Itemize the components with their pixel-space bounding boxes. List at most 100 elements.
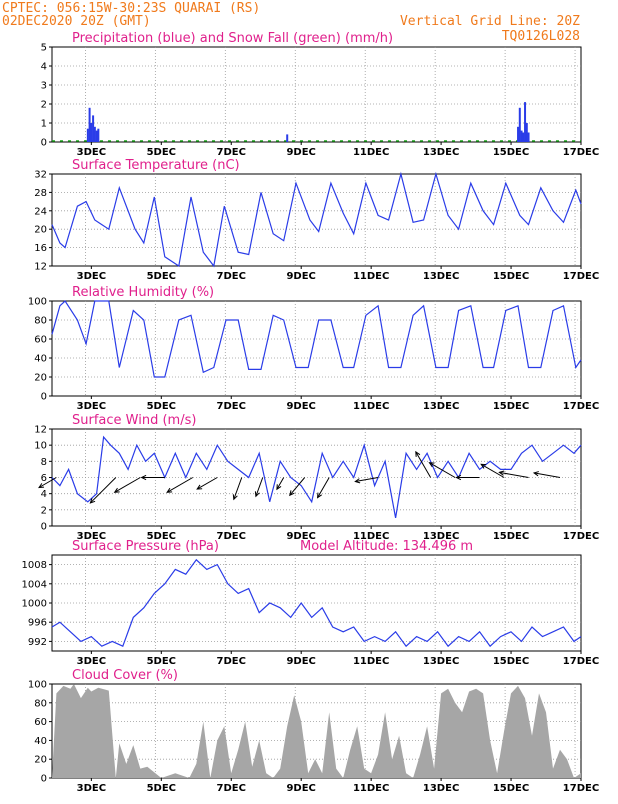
temperature-panel: 12 16 20 24 28 32 3DEC 5DEC 7DEC 9DEC 11DEC 13DEC 15… <box>34 158 599 282</box>
wind-arrow-head <box>113 487 120 493</box>
wind-arrow <box>317 477 330 499</box>
cloud-ytick: 100 <box>28 680 47 691</box>
temperature-xtick: 5DEC <box>147 271 176 282</box>
run-header: 02DEC2020 20Z (GMT) <box>2 14 151 29</box>
wind-arrow-head <box>480 463 487 469</box>
precip-bar <box>527 132 530 142</box>
cloud-xtick: 7DEC <box>217 783 246 794</box>
wind-arrow-shaft <box>166 477 194 493</box>
temperature-ytick: 20 <box>34 225 47 236</box>
wind-arrow-shaft <box>429 462 456 478</box>
wind-arrow-shaft <box>480 463 505 478</box>
humidity-xtick: 7DEC <box>217 401 246 412</box>
wind-arrow-head <box>354 478 361 484</box>
wind-arrow <box>166 477 194 493</box>
wind-ytick: 0 <box>41 522 47 533</box>
humidity-panel: 0 20 40 60 80 100 3DEC 5DEC 7DEC 9DEC 11DEC 13DEC 15… <box>28 285 599 412</box>
temperature-xtick: 7DEC <box>217 271 246 282</box>
humidity-xtick: 13DEC <box>423 401 459 412</box>
station-header: CPTEC: 056:15W-30:23S QUARAI (RS) <box>2 1 260 16</box>
precip-bar <box>86 128 89 142</box>
pressure-ytick: 992 <box>28 637 47 648</box>
precip-bar <box>88 107 91 142</box>
wind-arrow <box>89 477 117 504</box>
wind-arrow-head <box>317 492 322 499</box>
wind-arrow-head <box>196 484 203 490</box>
wind-ytick: 6 <box>41 473 47 484</box>
precip-bar <box>522 132 525 142</box>
wind-arrow <box>276 477 285 491</box>
precipitation-xtick: 17DEC <box>563 147 599 158</box>
temperature-ytick: 32 <box>34 170 47 181</box>
cloud-ytick: 0 <box>41 774 47 785</box>
precip-bar <box>97 128 100 142</box>
pressure-ytick: 1004 <box>22 579 47 590</box>
precip-bar <box>95 130 98 142</box>
temperature-xtick: 17DEC <box>563 271 599 282</box>
cloud-xtick: 15DEC <box>493 783 529 794</box>
pressure-subtitle: Model Altitude: 134.496 m <box>300 539 473 554</box>
wind-arrow <box>289 477 306 497</box>
temperature-xtick: 11DEC <box>353 271 389 282</box>
precip-bar <box>525 123 528 142</box>
precipitation-ytick: 1 <box>41 119 47 130</box>
wind-arrow <box>498 470 529 478</box>
wind-xtick: 15DEC <box>493 531 529 542</box>
precipitation-xtick: 9DEC <box>286 147 315 158</box>
precipitation-panel: 0 1 2 3 4 5 3DEC 5DEC 7DEC 9DEC 11DEC 13DEC 15DEC 17D… <box>41 31 600 158</box>
pressure-xtick: 11DEC <box>353 656 389 667</box>
wind-title: Surface Wind (m/s) <box>72 413 196 428</box>
cloud-xtick: 3DEC <box>77 783 106 794</box>
wind-xtick: 13DEC <box>423 531 459 542</box>
wind-xtick: 11DEC <box>353 531 389 542</box>
pressure-xtick: 7DEC <box>217 656 246 667</box>
wind-arrow-shaft <box>415 451 432 478</box>
humidity-frame <box>51 300 582 397</box>
wind-xtick: 7DEC <box>217 531 246 542</box>
temperature-xtick: 3DEC <box>77 271 106 282</box>
cloud-xtick: 13DEC <box>423 783 459 794</box>
wind-ytick: 10 <box>34 441 47 452</box>
cloud-xtick: 11DEC <box>353 783 389 794</box>
pressure-ytick: 1008 <box>22 560 47 571</box>
wind-arrow <box>140 474 165 481</box>
temperature-frame <box>51 173 582 267</box>
wind-xtick: 3DEC <box>77 531 106 542</box>
temperature-xtick: 15DEC <box>493 271 529 282</box>
precipitation-xtick: 15DEC <box>493 147 529 158</box>
wind-arrow-shaft <box>90 477 117 504</box>
cloud-cover-area <box>52 684 581 778</box>
wind-xtick: 5DEC <box>147 531 176 542</box>
wind-arrow-shaft <box>317 477 330 498</box>
precipitation-ytick: 0 <box>41 138 47 149</box>
humidity-ytick: 40 <box>34 354 47 365</box>
wind-arrow-head <box>140 474 147 481</box>
wind-line <box>51 435 582 519</box>
precipitation-ytick: 3 <box>41 81 47 92</box>
precipitation-xtick: 3DEC <box>77 147 106 158</box>
precipitation-xtick: 7DEC <box>217 147 246 158</box>
precipitation-frame <box>51 46 582 143</box>
precip-bar <box>524 102 527 142</box>
wind-arrow-head <box>276 484 282 491</box>
temperature-ytick: 28 <box>34 188 47 199</box>
wind-arrow-head <box>532 471 539 477</box>
precipitation-ytick: 5 <box>41 43 47 54</box>
wind-ytick: 2 <box>41 505 47 516</box>
cloud-ytick: 80 <box>34 698 47 709</box>
pressure-title: Surface Pressure (hPa) <box>72 539 219 554</box>
wind-arrow <box>480 463 505 478</box>
wind-arrow <box>196 477 218 490</box>
wind-arrow-shaft <box>38 477 57 488</box>
precipitation-grid <box>52 47 581 142</box>
wind-arrow <box>354 477 379 484</box>
cloud-ytick: 20 <box>34 755 47 766</box>
wind-panel: 0 2 4 6 8 10 12 3DEC 5DEC 7DEC 9DEC 11DEC 13DEC 15DEC… <box>34 413 599 542</box>
precip-bar <box>520 130 523 142</box>
wind-arrow-shaft <box>255 477 264 497</box>
humidity-xtick: 17DEC <box>563 401 599 412</box>
wind-arrow-shaft <box>289 477 306 496</box>
precipitation-xtick: 13DEC <box>423 147 459 158</box>
code-header: TQ0126L028 <box>502 29 580 44</box>
cloud-title: Cloud Cover (%) <box>72 668 178 683</box>
